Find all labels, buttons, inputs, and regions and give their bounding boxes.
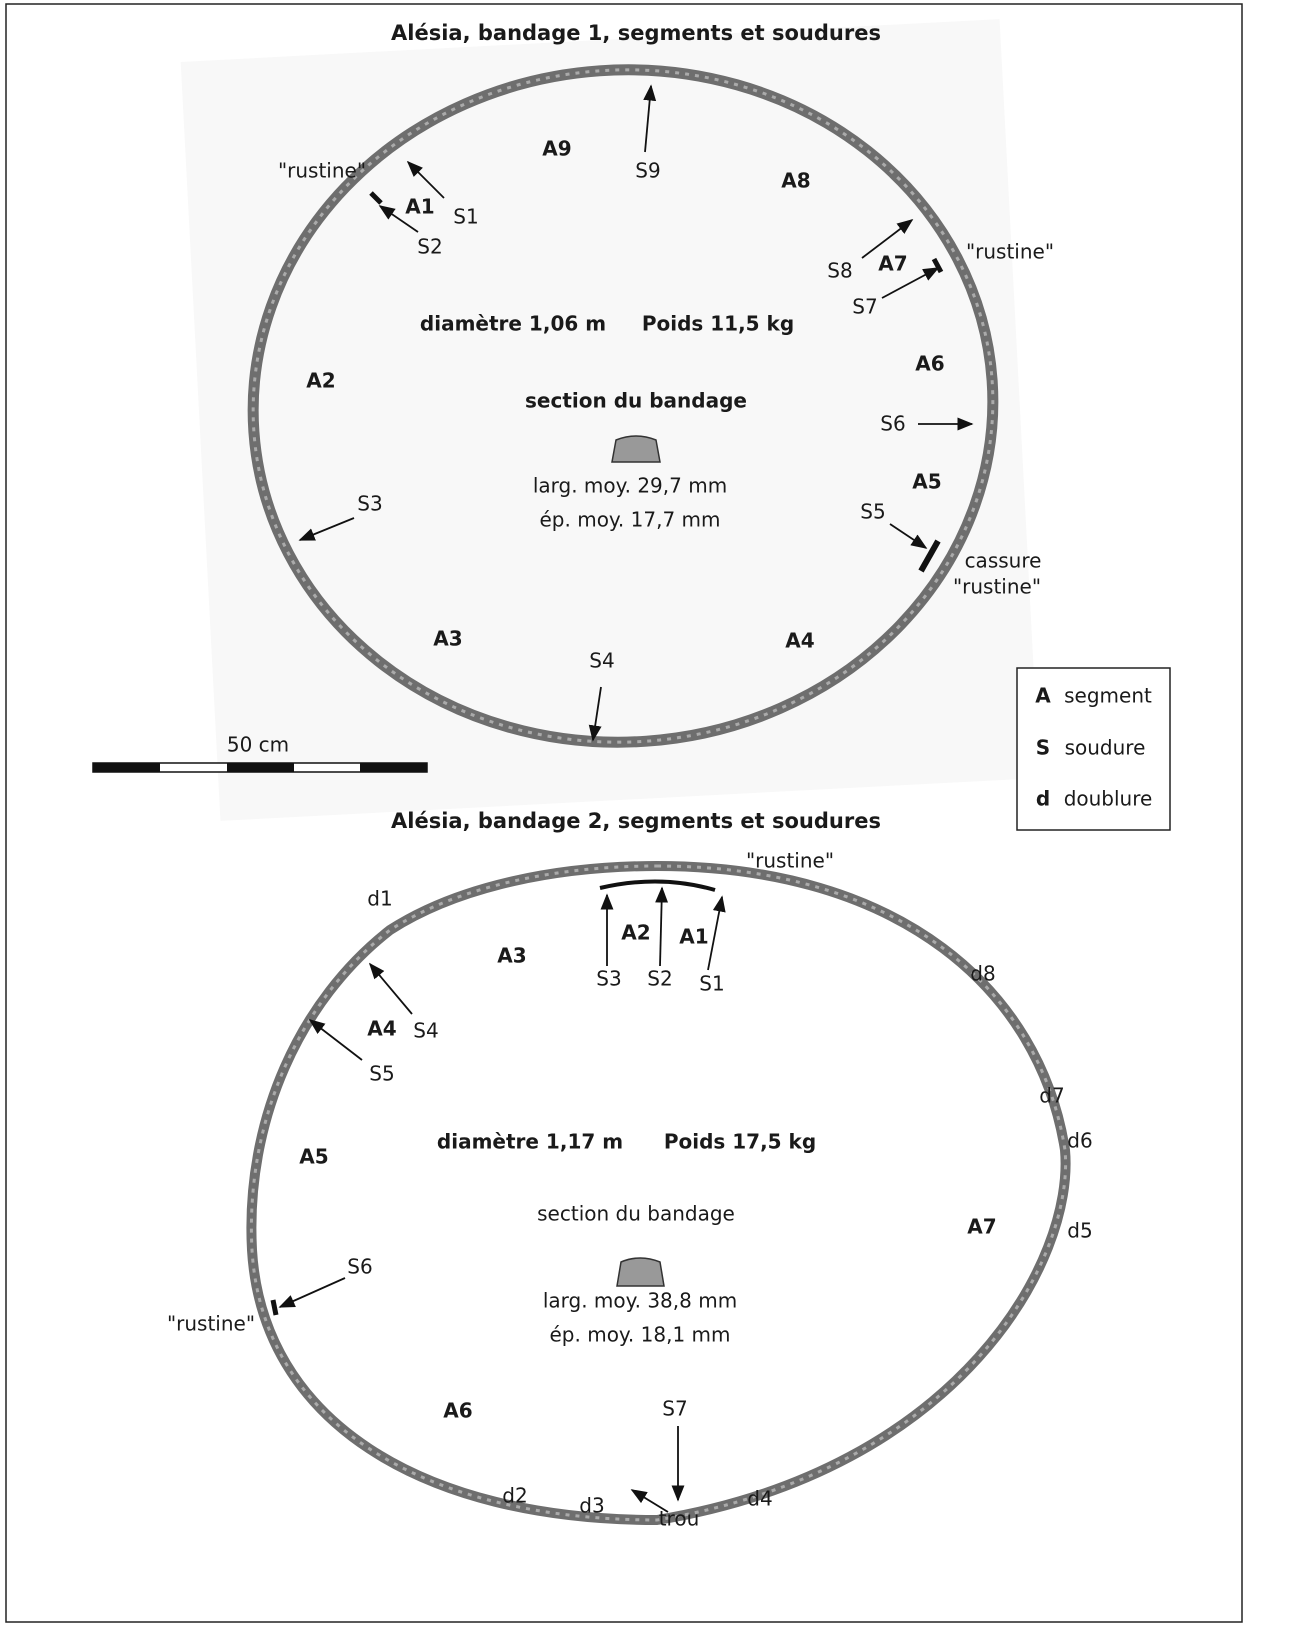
weld-label: S5 (369, 1062, 394, 1086)
weld-label: S3 (357, 492, 382, 516)
scale-label: 50 cm (227, 733, 289, 757)
section-title: section du bandage (525, 389, 747, 413)
lining-label: d1 (367, 887, 392, 911)
figure: Alésia, bandage 1, segments et soudures A… (0, 0, 1293, 1626)
scale-bar-segment (227, 763, 294, 772)
segment-label: A3 (497, 944, 526, 968)
section-shape (617, 1258, 664, 1286)
arrow (310, 1020, 362, 1060)
weight: Poids 11,5 kg (642, 312, 794, 336)
section-width: larg. moy. 29,7 mm (533, 474, 727, 498)
section-title: section du bandage (537, 1202, 735, 1226)
lining-label: d2 (502, 1484, 527, 1508)
lining-label: d5 (1067, 1219, 1092, 1243)
weld-label: S5 (860, 500, 885, 524)
arrow (280, 1278, 345, 1307)
arrow (708, 897, 722, 970)
weld-label: S8 (827, 259, 852, 283)
segment-label: A4 (367, 1017, 396, 1041)
weld-label: S3 (596, 967, 621, 991)
lining-label: d7 (1039, 1084, 1064, 1108)
weld-label: S1 (699, 972, 724, 996)
legend-key: d (1036, 787, 1050, 811)
legend-label: segment (1064, 684, 1152, 708)
segment-label: A3 (433, 627, 462, 651)
weld-label: S6 (347, 1255, 372, 1279)
page: {"figure": { "bandage_1": { "title": "Al… (0, 0, 1293, 1626)
segment-label: A5 (912, 470, 941, 494)
weld-label: S1 (453, 205, 478, 229)
section-thickness: ép. moy. 18,1 mm (550, 1323, 731, 1347)
weld-label: S7 (852, 295, 877, 319)
title: Alésia, bandage 1, segments et soudures (391, 21, 881, 45)
section-shape (612, 436, 660, 462)
diameter: diamètre 1,06 m (420, 312, 606, 336)
patch-label: "rustine" (746, 849, 834, 873)
legend-label: doublure (1064, 787, 1153, 811)
tire-texture (251, 866, 1065, 1520)
segment-label: A6 (443, 1399, 472, 1423)
photo-background (181, 19, 1040, 821)
lining-label: d3 (579, 1494, 604, 1518)
segment-label: A8 (781, 169, 810, 193)
weld-label: S6 (880, 412, 905, 436)
segment-label: A1 (679, 925, 708, 949)
lining-label: d6 (1067, 1129, 1092, 1153)
segment-label: A9 (542, 137, 571, 161)
segment-label: A6 (915, 352, 944, 376)
segment-label: A7 (967, 1215, 996, 1239)
patch-label: "rustine" (167, 1312, 255, 1336)
legend-key: S (1036, 736, 1050, 760)
patch-mark (600, 881, 715, 890)
weld-label: S9 (635, 159, 660, 183)
patch-label: "rustine" (278, 159, 366, 183)
segment-label: A7 (878, 252, 907, 276)
hole-label: trou (659, 1507, 700, 1531)
lining-label: d8 (970, 962, 995, 986)
section-width: larg. moy. 38,8 mm (543, 1289, 737, 1313)
segment-label: A2 (306, 369, 335, 393)
arrow (370, 964, 412, 1014)
section-thickness: ép. moy. 17,7 mm (540, 508, 721, 532)
patch-label: "rustine" (953, 575, 1041, 599)
diameter: diamètre 1,17 m (437, 1130, 623, 1154)
break-label: cassure (965, 549, 1042, 573)
tire-ring (251, 866, 1065, 1520)
weld-label: S7 (662, 1397, 687, 1421)
segment-label: A2 (621, 921, 650, 945)
weld-label: S4 (413, 1019, 438, 1043)
weight: Poids 17,5 kg (664, 1130, 816, 1154)
patch-label: "rustine" (966, 240, 1054, 264)
patch-mark (273, 1300, 276, 1315)
weld-label: S2 (417, 235, 442, 259)
weld-label: S4 (589, 649, 614, 673)
weld-label: S2 (647, 967, 672, 991)
title: Alésia, bandage 2, segments et soudures (391, 809, 881, 833)
arrow (660, 888, 662, 966)
segment-label: A4 (785, 629, 814, 653)
segment-label: A1 (405, 195, 434, 219)
segment-label: A5 (299, 1145, 328, 1169)
lining-label: d4 (747, 1487, 772, 1511)
legend-label: soudure (1065, 736, 1146, 760)
scale-bar-segment (360, 763, 427, 772)
legend-key: A (1035, 684, 1051, 708)
scale-bar-segment (93, 763, 160, 772)
